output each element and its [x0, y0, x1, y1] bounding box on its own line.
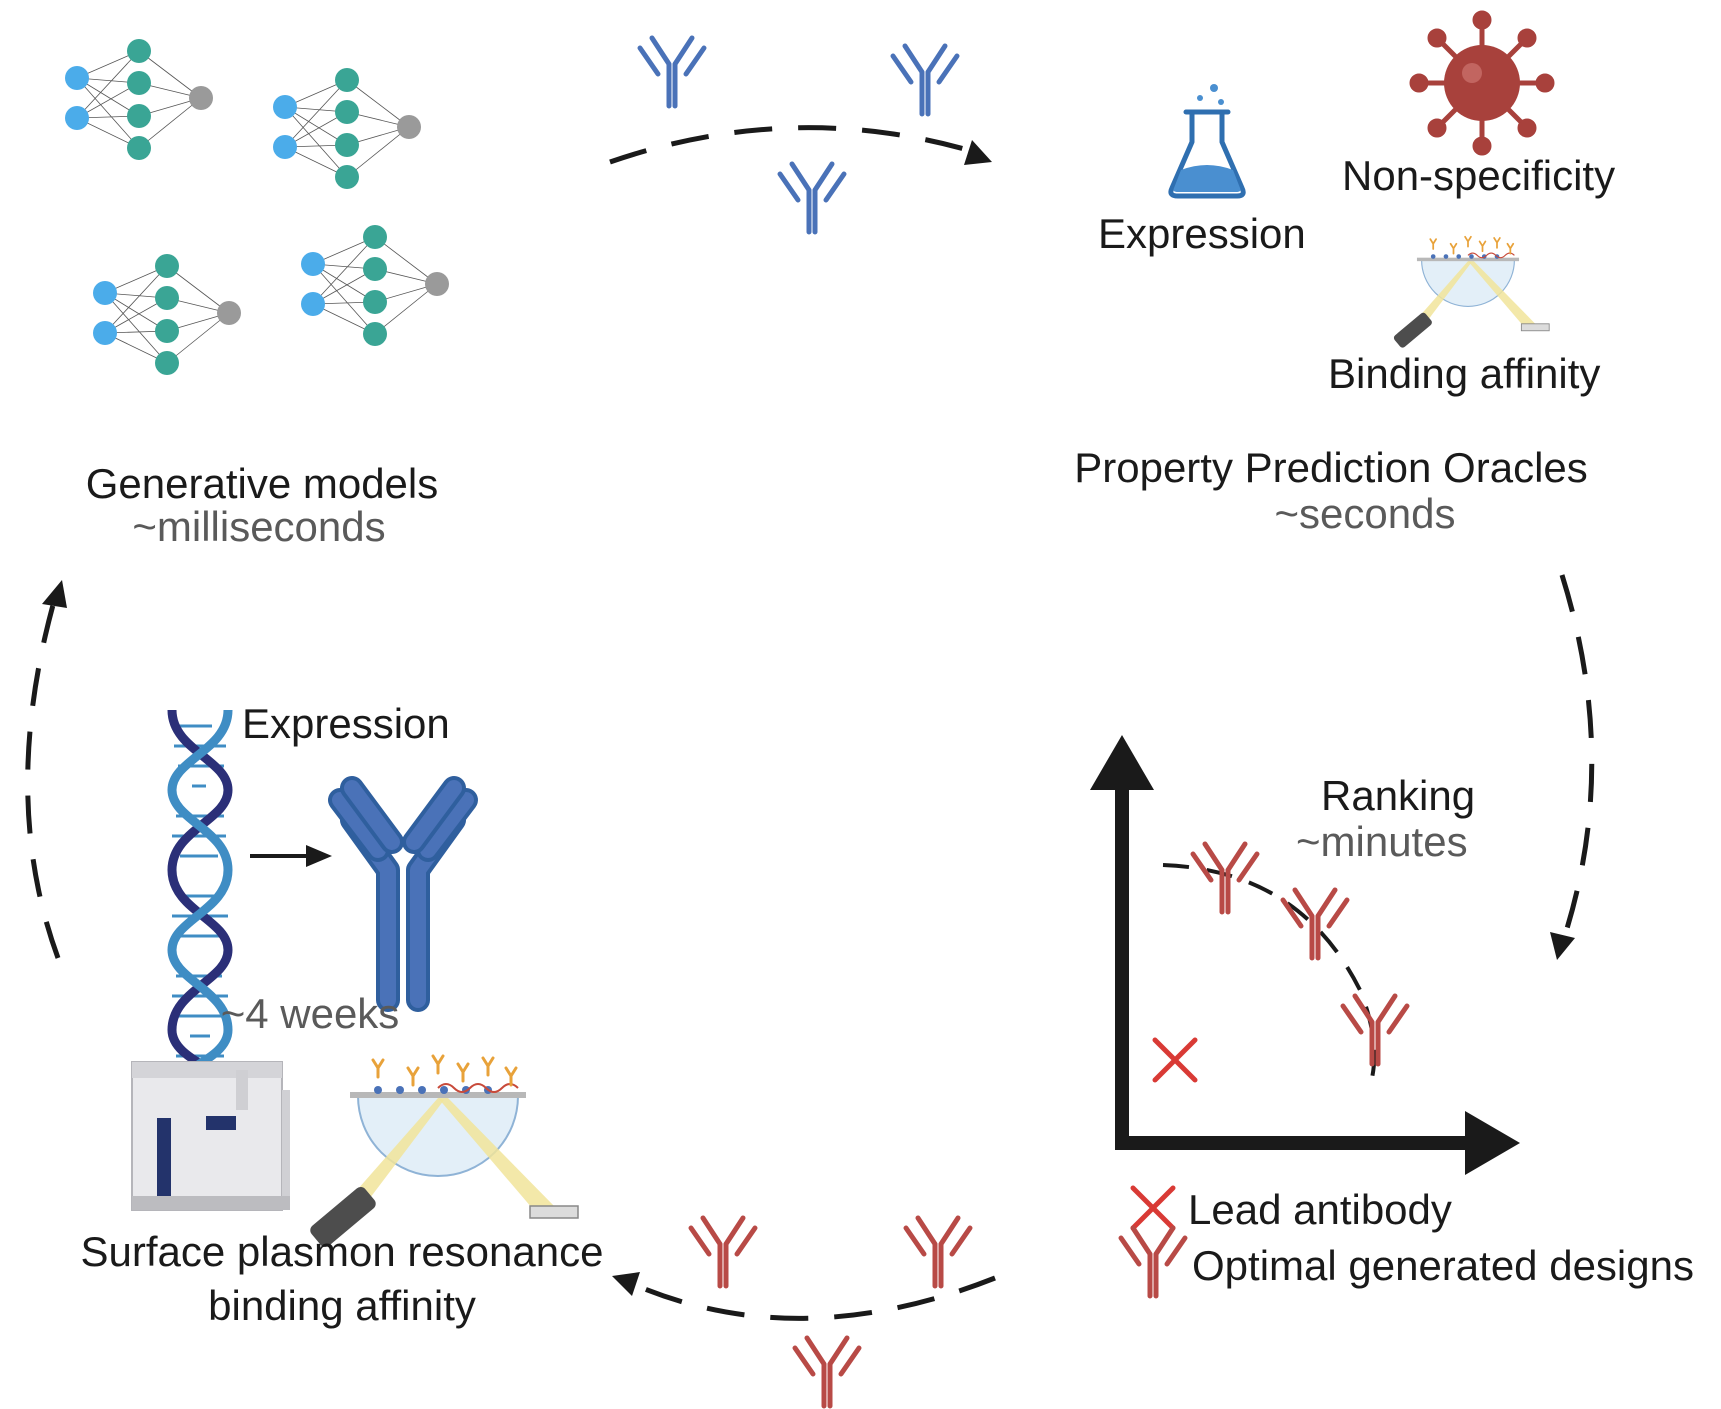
neural-network-icon — [272, 67, 422, 190]
legend-cross-icon — [1130, 1185, 1176, 1231]
arrow-to-ranking — [1550, 574, 1595, 960]
arrow-to-lab — [612, 1272, 996, 1321]
flask-icon — [1168, 84, 1246, 199]
generative-time: ~milliseconds — [132, 503, 386, 550]
antibody-icon — [1193, 844, 1257, 912]
virus-icon — [1409, 10, 1555, 156]
spr-instrument-icon — [131, 1061, 290, 1211]
generative-title: Generative models — [85, 460, 439, 507]
arrow-to-generative — [25, 580, 67, 959]
legend-antibody-icon — [1121, 1228, 1185, 1296]
legend-lead-label: Lead antibody — [1188, 1186, 1452, 1233]
large-antibody-icon — [328, 776, 478, 1012]
legend-optimal-label: Optimal generated designs — [1192, 1242, 1694, 1289]
oracle-binding-label: Binding affinity — [1328, 350, 1601, 397]
antibody-icon — [795, 1338, 859, 1406]
antibody-icon — [893, 46, 957, 114]
arrow-to-oracles — [609, 125, 992, 165]
antibody-icon — [906, 1218, 970, 1286]
spr-title-line1: Surface plasmon resonance — [80, 1228, 604, 1275]
neural-network-icon — [64, 38, 214, 161]
oracles-title: Property Prediction Oracles — [1074, 444, 1588, 491]
spr-sensor-icon — [306, 1054, 580, 1251]
lab-time: ~4 weeks — [220, 990, 400, 1037]
neural-network-icon — [300, 224, 450, 347]
ranking-title: Ranking — [1321, 772, 1476, 819]
spr-sensor-icon — [1391, 235, 1551, 350]
dna-icon — [160, 700, 240, 1110]
antibody-icon — [691, 1218, 755, 1286]
antibody-icon — [1283, 890, 1347, 958]
oracle-expression-label: Expression — [1098, 210, 1306, 257]
neural-network-icon — [92, 253, 242, 376]
expression-arrow — [250, 845, 332, 867]
ranking-time: ~minutes — [1296, 818, 1468, 865]
lab-expression-label: Expression — [242, 700, 450, 747]
lead-antibody-marker — [1152, 1037, 1198, 1083]
spr-title-line2: binding affinity — [208, 1282, 476, 1329]
antibody-icon — [640, 38, 704, 106]
oracles-time: ~seconds — [1274, 490, 1456, 537]
ranking-plot — [1090, 735, 1520, 1175]
oracle-nonspecificity-label: Non-specificity — [1342, 152, 1616, 199]
antibody-icon — [780, 164, 844, 232]
